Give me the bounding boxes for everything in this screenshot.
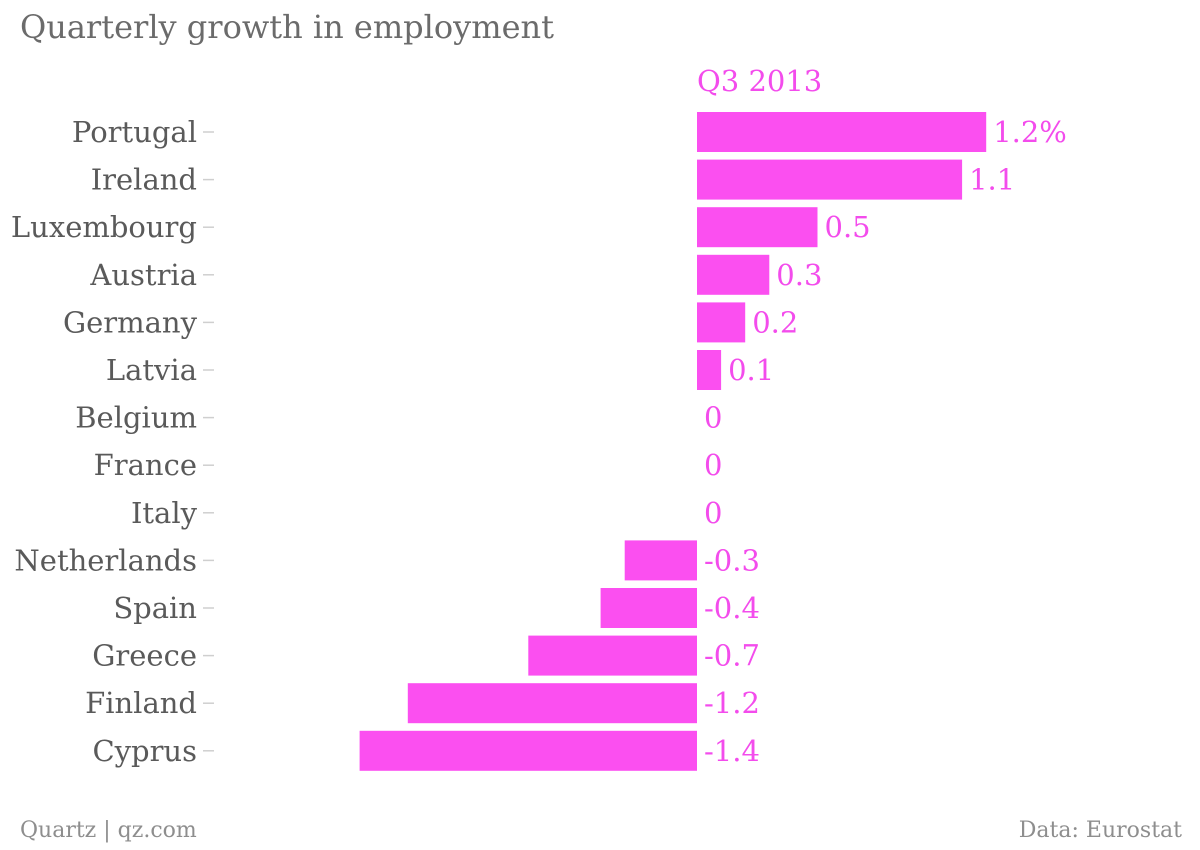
bar-germany	[697, 302, 746, 343]
chart-title: Quarterly growth in employment	[20, 8, 554, 46]
category-label-spain: Spain	[113, 591, 197, 625]
category-label-latvia: Latvia	[106, 353, 197, 387]
value-label-germany: 0.2	[752, 305, 798, 339]
value-label-finland: -1.2	[704, 686, 760, 720]
value-label-ireland: 1.1	[969, 163, 1015, 197]
category-label-france: France	[94, 448, 197, 482]
bar-ireland	[697, 159, 963, 200]
value-label-luxembourg: 0.5	[825, 210, 871, 244]
bar-finland	[407, 683, 697, 724]
category-label-belgium: Belgium	[75, 401, 197, 435]
bar-spain	[600, 588, 697, 628]
value-label-latvia: 0.1	[728, 353, 774, 387]
category-label-cyprus: Cyprus	[92, 734, 197, 768]
value-label-greece: -0.7	[704, 639, 760, 673]
bar-netherlands	[624, 540, 697, 581]
bar-cyprus	[359, 730, 697, 771]
series-label: Q3 2013	[697, 64, 823, 98]
category-label-portugal: Portugal	[72, 115, 197, 149]
bar-latvia	[697, 350, 722, 390]
value-label-netherlands: -0.3	[704, 543, 760, 577]
bar-luxembourg	[697, 207, 818, 248]
bar-austria	[697, 254, 770, 295]
value-label-spain: -0.4	[704, 591, 760, 625]
value-label-cyprus: -1.4	[704, 734, 760, 768]
bar-portugal	[697, 112, 987, 152]
value-label-austria: 0.3	[776, 258, 822, 292]
bar-greece	[528, 635, 697, 676]
category-label-luxembourg: Luxembourg	[11, 210, 197, 244]
category-label-italy: Italy	[131, 496, 198, 530]
category-label-greece: Greece	[92, 639, 197, 673]
value-label-belgium: 0	[704, 401, 722, 435]
value-label-portugal: 1.2%	[993, 115, 1067, 149]
value-label-france: 0	[704, 448, 722, 482]
footer-source-left: Quartz | qz.com	[20, 818, 197, 843]
category-label-finland: Finland	[85, 686, 197, 720]
category-label-ireland: Ireland	[91, 163, 197, 197]
footer-source-right: Data: Eurostat	[1018, 818, 1182, 843]
category-label-germany: Germany	[63, 305, 198, 339]
category-label-austria: Austria	[89, 258, 197, 292]
value-label-italy: 0	[704, 496, 722, 530]
category-label-netherlands: Netherlands	[14, 543, 197, 577]
